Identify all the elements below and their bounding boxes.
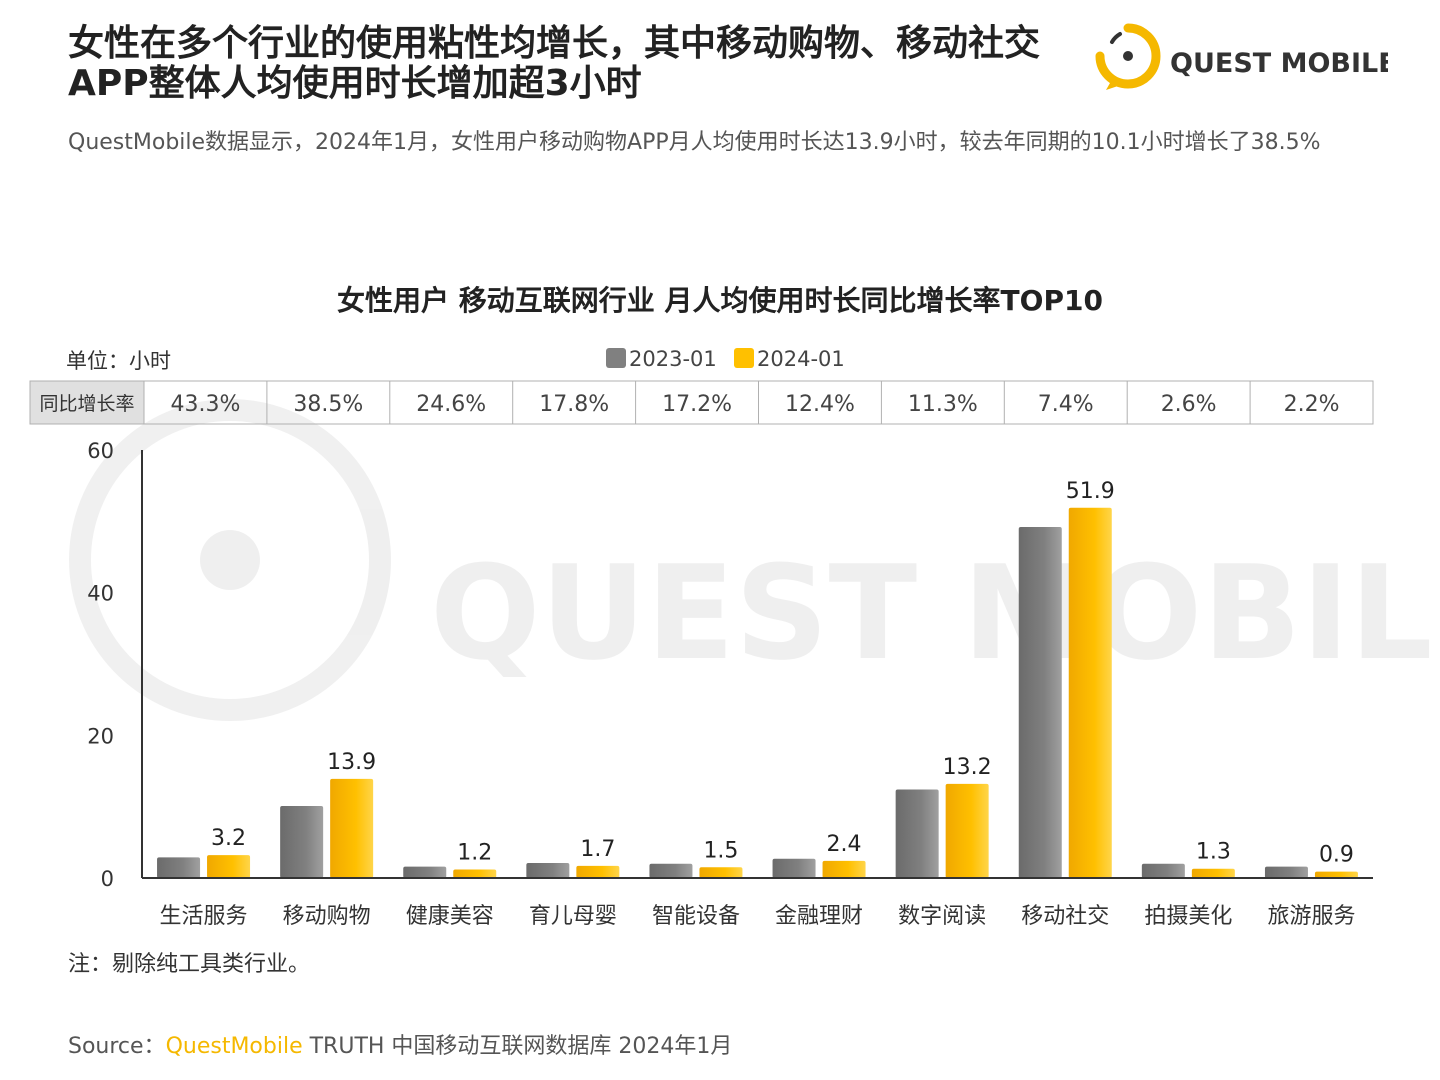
bar-2024	[207, 855, 251, 878]
headline-line-2: APP整体人均使用时长增加超3小时	[68, 63, 642, 104]
bar-2024	[945, 783, 989, 878]
bar-2024	[699, 867, 743, 878]
growth-rate-cell: 2.6%	[1161, 392, 1217, 417]
growth-table-row-label: 同比增长率	[39, 393, 134, 415]
x-category-label: 拍摄美化	[1144, 904, 1232, 929]
headline-line-1: 女性在多个行业的使用粘性均增长，其中移动购物、移动社交	[68, 23, 1041, 64]
source-prefix: Source：	[68, 1034, 166, 1059]
data-label-2024: 51.9	[1066, 479, 1115, 504]
bar-2023	[649, 863, 693, 878]
bars	[157, 507, 1358, 878]
legend-swatch-2024	[734, 348, 754, 368]
x-category-label: 数字阅读	[898, 904, 986, 929]
subtitle: QuestMobile数据显示，2024年1月，女性用户移动购物APP月人均使用…	[68, 130, 1321, 155]
bar-2023	[1264, 866, 1308, 878]
logo-text: QUEST MOBILE	[1170, 48, 1388, 79]
x-category-label: 移动社交	[1021, 904, 1109, 929]
x-category-label: 智能设备	[652, 904, 740, 929]
bar-2024	[330, 778, 374, 878]
bar-2023	[526, 863, 570, 878]
x-category-label: 生活服务	[160, 904, 248, 929]
bar-2024	[822, 860, 866, 878]
growth-rate-cell: 11.3%	[908, 392, 978, 417]
x-category-label: 健康美容	[406, 904, 494, 929]
source-brand: QuestMobile	[165, 1034, 303, 1059]
growth-rate-cell: 2.2%	[1284, 392, 1340, 417]
bar-2023	[1018, 527, 1062, 878]
data-labels: 3.2 13.9 1.2 1.7 1.5 2.4 13.2 51.9 1.3 0.9	[211, 479, 1354, 868]
growth-rate-cell: 17.8%	[539, 392, 609, 417]
growth-rate-cell: 7.4%	[1038, 392, 1094, 417]
data-label-2024: 1.2	[457, 840, 492, 865]
questmobile-logo: QUEST MOBILE	[1095, 23, 1388, 90]
x-category-label: 育儿母婴	[529, 904, 617, 929]
growth-rate-cell: 38.5%	[293, 392, 363, 417]
legend-label-2024: 2024-01	[757, 347, 845, 371]
data-label-2024: 0.9	[1319, 843, 1354, 868]
legend-label-2023: 2023-01	[629, 347, 717, 371]
bar-2023	[772, 858, 816, 878]
bar-2024	[1068, 507, 1112, 878]
x-axis: 生活服务 移动购物 健康美容 育儿母婴 智能设备 金融理财 数字阅读 移动社交 拍摄美化 旅游服务	[142, 877, 1373, 929]
bar-2024	[576, 865, 620, 878]
data-label-2024: 2.4	[827, 832, 862, 857]
data-label-2024: 13.9	[327, 750, 376, 775]
bar-2023	[895, 789, 939, 878]
y-tick-label: 60	[87, 439, 114, 463]
watermark-text: QUEST MOBILE	[430, 537, 1440, 689]
data-label-2024: 3.2	[211, 826, 246, 851]
headline: 女性在多个行业的使用粘性均增长，其中移动购物、移动社交 APP整体人均使用时长增…	[68, 24, 1068, 104]
y-axis: 0 20 40 60	[87, 439, 143, 891]
source-rest: TRUTH 中国移动互联网数据库 2024年1月	[302, 1034, 733, 1059]
bar-2023	[403, 866, 447, 878]
questmobile-logo-icon	[1095, 23, 1161, 90]
bar-2024	[453, 869, 497, 878]
y-tick-label: 20	[87, 724, 114, 748]
growth-rate-cell: 17.2%	[662, 392, 732, 417]
growth-rate-cell: 12.4%	[785, 392, 855, 417]
footnote: 注：剔除纯工具类行业。	[68, 952, 311, 977]
x-category-label: 金融理财	[775, 904, 863, 929]
bar-2023	[1141, 863, 1185, 878]
bar-2023	[157, 857, 201, 878]
y-tick-label: 0	[101, 867, 114, 891]
growth-table-header-cell	[29, 380, 145, 425]
legend: 2023-01 2024-01	[606, 347, 845, 371]
data-label-2024: 1.5	[703, 838, 738, 863]
watermark: QUEST MOBILE	[69, 399, 1440, 721]
y-tick-label: 40	[87, 582, 114, 606]
bar-2023	[280, 805, 324, 878]
x-category-label: 移动购物	[283, 904, 371, 929]
chart-title: 女性用户 移动互联网行业 月人均使用时长同比增长率TOP10	[337, 284, 1103, 317]
source-line: Source：QuestMobile TRUTH 中国移动互联网数据库 2024…	[68, 1028, 732, 1060]
data-label-2024: 13.2	[943, 755, 992, 780]
unit-label: 单位：小时	[66, 349, 171, 373]
growth-rate-cell: 43.3%	[171, 392, 241, 417]
data-label-2024: 1.7	[580, 837, 615, 862]
growth-rate-table: 同比增长率 43.3% 38.5% 24.6% 17.8% 17.2% 12.4% 11.3…	[29, 380, 1374, 425]
x-category-label: 旅游服务	[1267, 904, 1355, 929]
bar-2024	[1314, 871, 1358, 878]
data-label-2024: 1.3	[1196, 840, 1231, 865]
legend-swatch-2023	[606, 348, 626, 368]
growth-rate-cell: 24.6%	[416, 392, 486, 417]
bar-2024	[1191, 868, 1235, 878]
